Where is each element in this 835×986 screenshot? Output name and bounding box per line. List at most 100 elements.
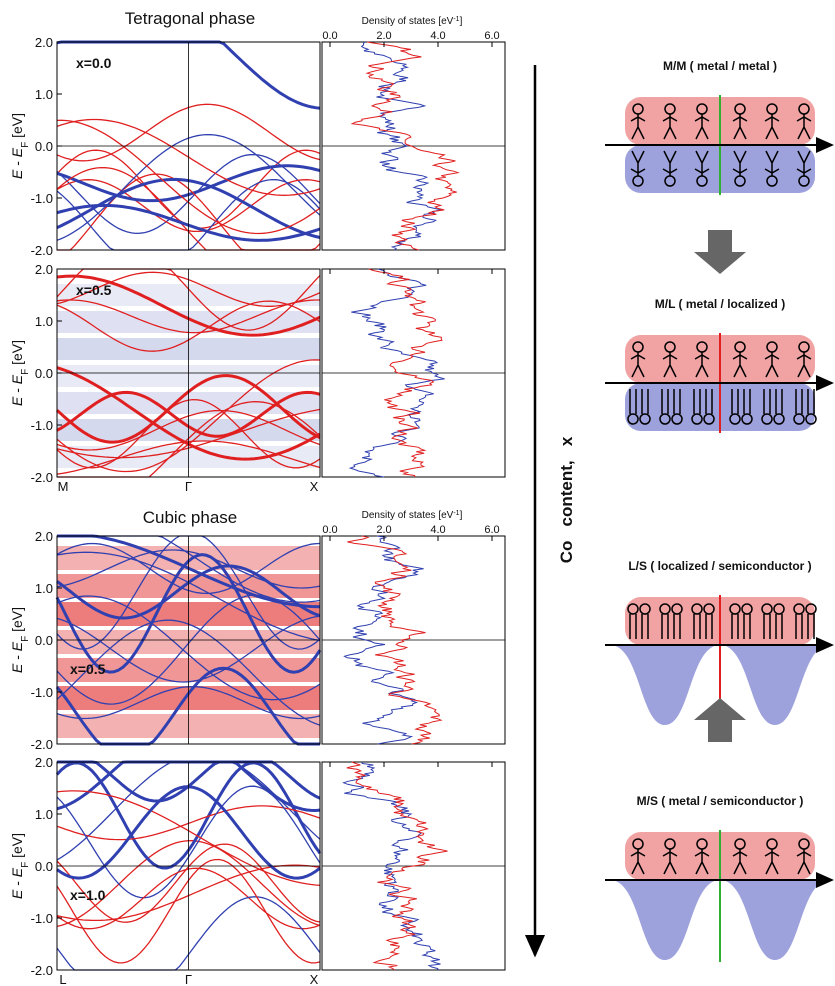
- y-tick-label: 0.0: [35, 633, 53, 648]
- y-tick-label: 0.0: [35, 859, 53, 874]
- y-axis-label: E - EF [eV]: [9, 340, 31, 406]
- figure-body: [705, 389, 713, 414]
- y-axis-label-part: -: [9, 384, 25, 396]
- figure-body: [629, 389, 637, 414]
- x-tick-label: 0.0: [322, 30, 337, 42]
- dos-line: [346, 761, 448, 971]
- figure-head: [627, 603, 639, 615]
- k-point-label: X: [310, 479, 319, 494]
- figure-body: [629, 614, 637, 639]
- x-tick-label: 4.0: [430, 524, 445, 536]
- scheme-title: M/S ( metal / semiconductor ): [637, 794, 804, 808]
- figure-head: [671, 603, 683, 615]
- figure-body: [775, 614, 783, 639]
- panel-label: x=0.5: [76, 282, 112, 298]
- dos-panel: [321, 268, 506, 478]
- figure-head: [729, 603, 741, 615]
- y-tick-label: 1.0: [35, 87, 53, 102]
- figure-body: [796, 352, 812, 378]
- dos-line: [350, 41, 460, 251]
- figure-body: [661, 614, 669, 639]
- lower-dos: [610, 880, 830, 960]
- scheme: M/M ( metal / metal ): [605, 59, 834, 195]
- figure-body: [693, 614, 701, 639]
- figure-body: [630, 114, 646, 140]
- y-axis-label: E - EF [eV]: [9, 833, 31, 899]
- y-axis-label-part: E: [9, 663, 25, 673]
- figure-head: [627, 413, 639, 425]
- figure-head: [773, 603, 785, 615]
- figure-body: [630, 849, 646, 875]
- k-point-label: Γ: [185, 479, 192, 494]
- scheme-title: L/S ( localized / semiconductor ): [628, 559, 811, 573]
- y-tick-label: -1.0: [31, 685, 53, 700]
- figure-head: [703, 603, 715, 615]
- y-axis-label-part: -: [9, 651, 25, 663]
- transition-arrow: [694, 698, 746, 742]
- panel-label: x=0.5: [70, 661, 106, 677]
- figure-body: [743, 389, 751, 414]
- dos-axis-label-part: ]: [460, 16, 463, 27]
- transition-arrow: [694, 230, 746, 274]
- y-tick-label: 2.0: [35, 529, 53, 544]
- dos-panel: [321, 761, 506, 971]
- y-axis-label: E - EF [eV]: [9, 113, 31, 179]
- figure-body: [662, 150, 678, 176]
- figure-body: [693, 389, 701, 414]
- scheme: L/S ( localized / semiconductor ): [605, 559, 834, 727]
- y-tick-label: 1.0: [35, 314, 53, 329]
- figure-body: [763, 389, 771, 414]
- figure-head: [671, 413, 683, 425]
- y-tick-label: -1.0: [31, 418, 53, 433]
- figure-body: [763, 614, 771, 639]
- figure-head: [741, 603, 753, 615]
- dos-panel: 0.0 2.0 4.0 6.0 Density of states [eV-1]: [321, 16, 506, 251]
- figure-body: [796, 114, 812, 140]
- figure-body: [705, 614, 713, 639]
- y-tick-label: 1.0: [35, 807, 53, 822]
- figure-head: [703, 413, 715, 425]
- y-tick-label: 0.0: [35, 366, 53, 381]
- figure-body: [732, 150, 748, 176]
- y-axis-label-part: -: [9, 877, 25, 889]
- y-tick-label: 0.0: [35, 139, 53, 154]
- figure-body: [796, 849, 812, 875]
- y-tick-label: -2.0: [31, 243, 53, 258]
- scheme: M/S ( metal / semiconductor ): [605, 794, 834, 962]
- figure-body: [732, 352, 748, 378]
- figure-body: [731, 389, 739, 414]
- dos-line: [343, 535, 424, 745]
- figure-body: [694, 114, 710, 140]
- figure-body: [764, 114, 780, 140]
- y-axis-label-part: E: [9, 867, 25, 877]
- figure-head: [741, 413, 753, 425]
- figure-body: [795, 614, 803, 639]
- y-axis-label-part: F: [20, 369, 31, 375]
- k-point-label: X: [310, 972, 319, 986]
- figure-body: [673, 614, 681, 639]
- dos-axis-label-part: -1: [453, 510, 459, 517]
- figure-body: [630, 150, 646, 176]
- y-tick-label: 1.0: [35, 581, 53, 596]
- y-axis-label-part: [eV]: [9, 607, 25, 636]
- figure-body: [662, 114, 678, 140]
- figure-body: [807, 389, 815, 414]
- y-axis-label-part: [eV]: [9, 833, 25, 862]
- panel-title: Cubic phase: [143, 508, 238, 527]
- figure-body: [694, 150, 710, 176]
- y-tick-label: -2.0: [31, 963, 53, 978]
- y-tick-label: -2.0: [31, 737, 53, 752]
- y-axis-label-part: E: [9, 169, 25, 179]
- figure-head: [793, 603, 805, 615]
- arrow-label: Co content, x: [557, 436, 576, 563]
- figure-head: [639, 413, 651, 425]
- figure-head: [773, 413, 785, 425]
- x-tick-label: 6.0: [484, 30, 499, 42]
- figure-body: [641, 614, 649, 639]
- figure-body: [662, 849, 678, 875]
- x-tick-label: 6.0: [484, 524, 499, 536]
- y-axis-label-part: [eV]: [9, 340, 25, 369]
- figure-body: [795, 389, 803, 414]
- figure-body: [731, 614, 739, 639]
- figure-body: [732, 114, 748, 140]
